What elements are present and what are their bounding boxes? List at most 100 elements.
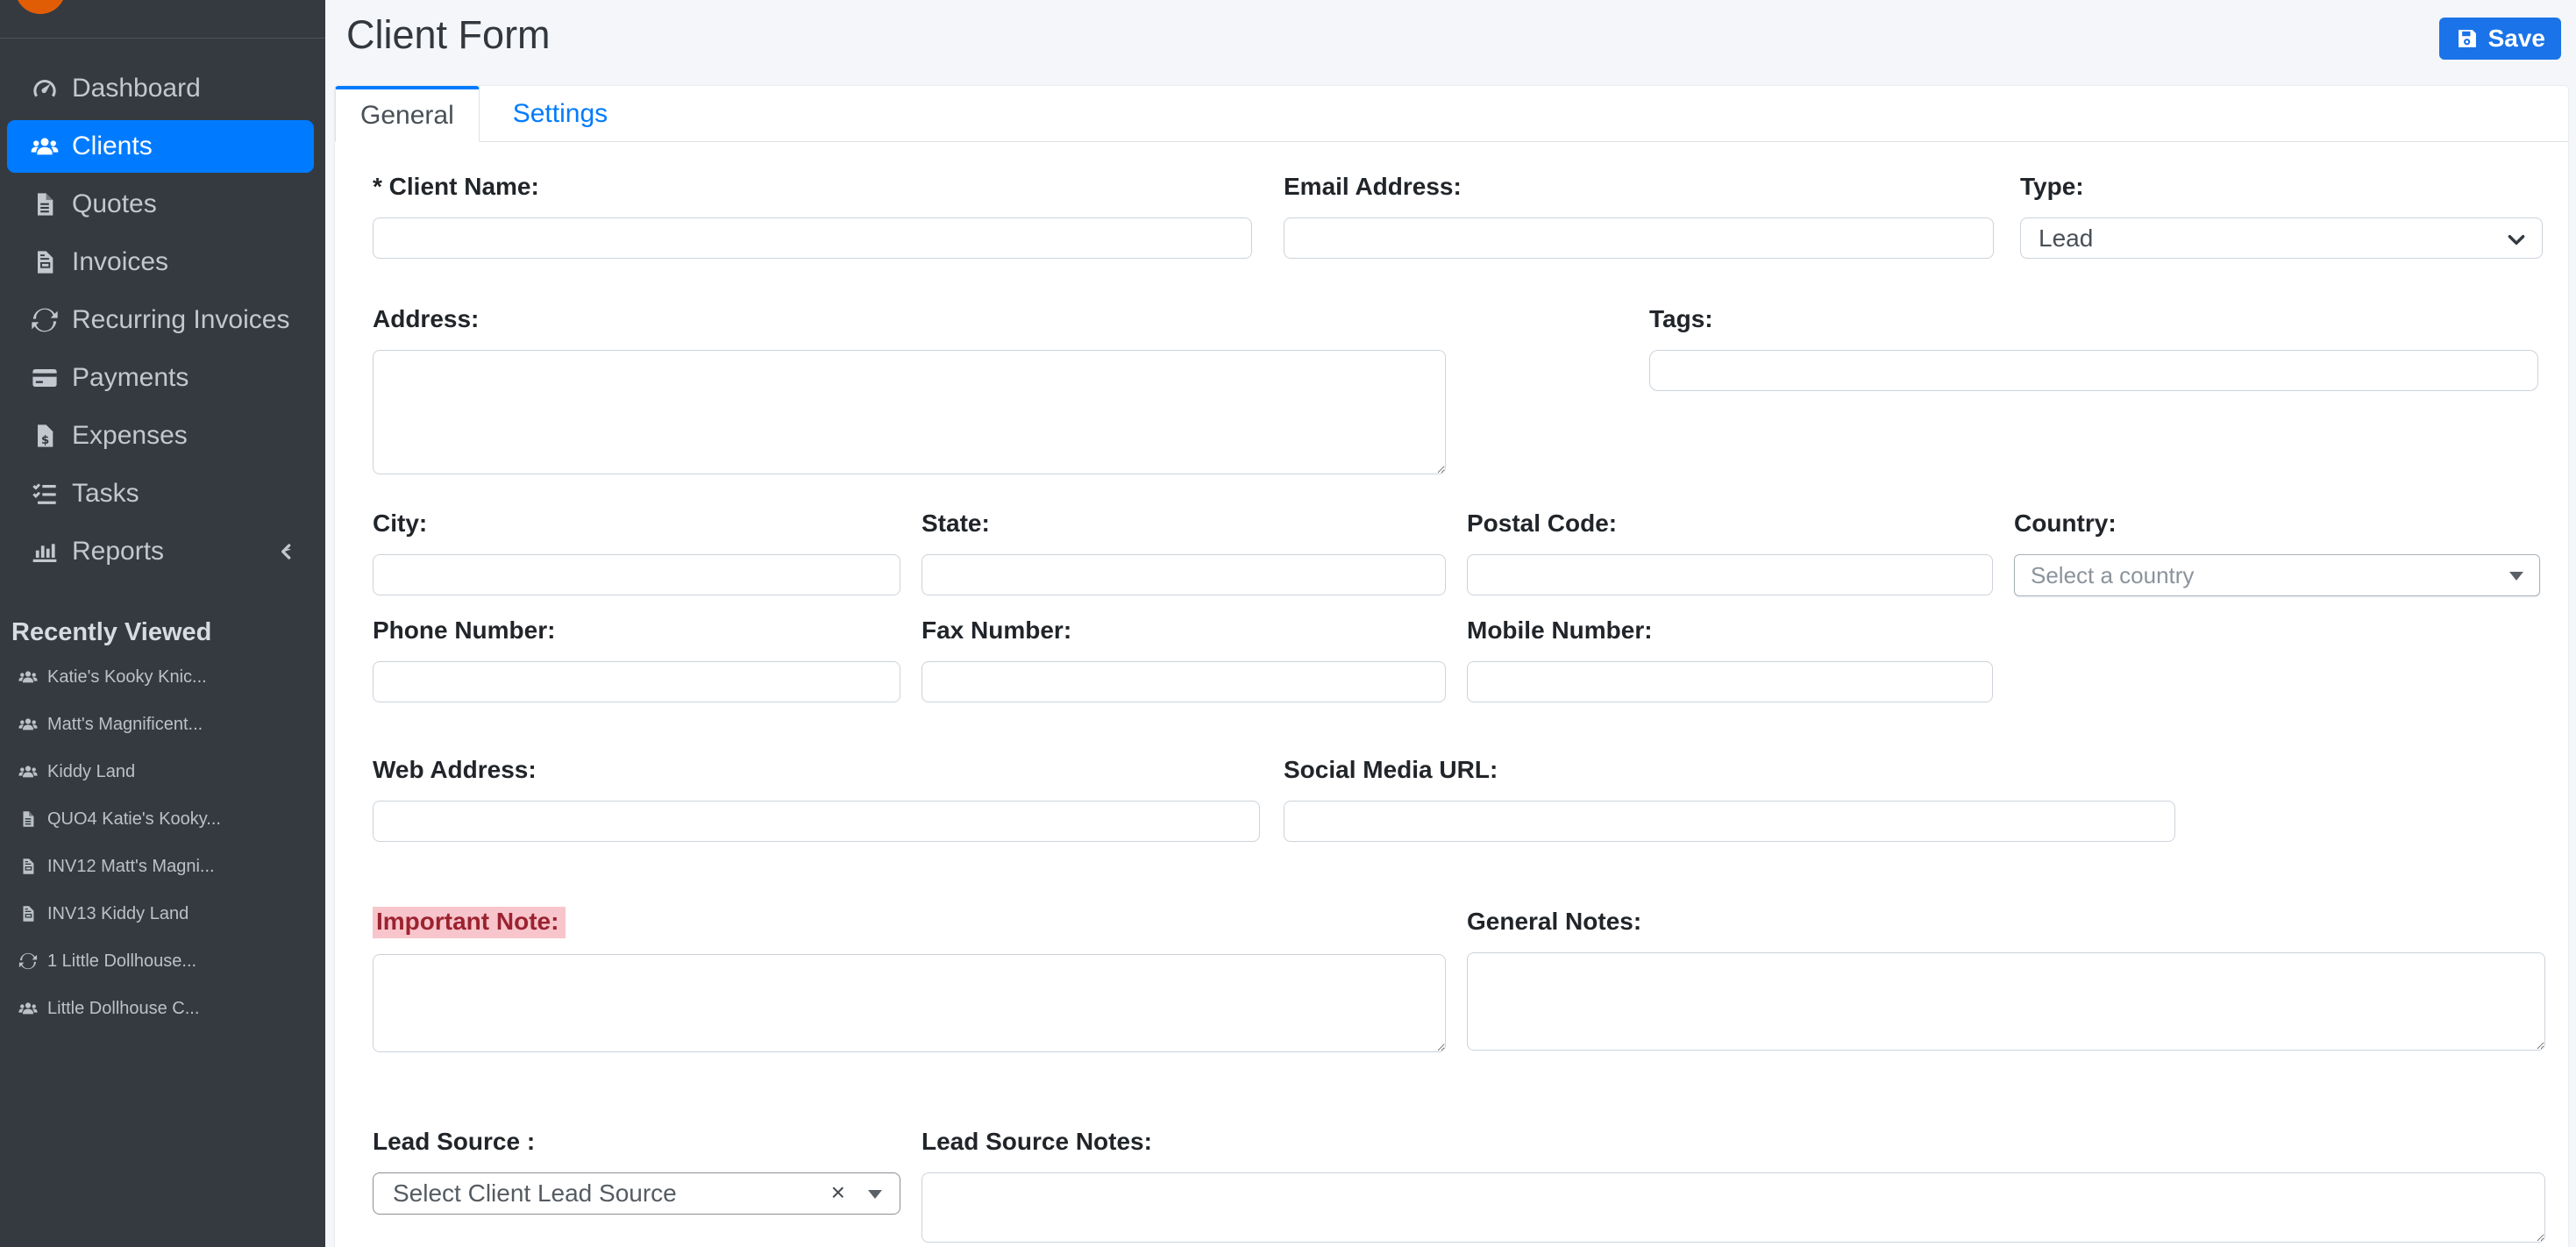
recent-item[interactable]: 1 Little Dollhouse... [0, 944, 325, 979]
recent-item[interactable]: QUO4 Katie's Kooky... [0, 802, 325, 837]
lead-source-notes-textarea[interactable] [922, 1172, 2545, 1243]
recent-item-label: Kiddy Land [47, 762, 136, 781]
tab-general[interactable]: General [335, 86, 480, 142]
mobile-input[interactable] [1467, 661, 1993, 702]
type-select[interactable]: Lead [2020, 217, 2543, 259]
save-button[interactable]: Save [2438, 18, 2561, 60]
recent-item[interactable]: Kiddy Land [0, 754, 325, 789]
clear-icon[interactable]: × [830, 1179, 845, 1206]
sidebar-item-clients[interactable]: Clients [7, 120, 314, 173]
tab-settings[interactable]: Settings [512, 98, 608, 128]
page-title: Client Form [346, 12, 551, 57]
form-row: Web Address: Social Media URL: [373, 755, 2545, 842]
credit-card-icon [30, 363, 60, 393]
sidebar-item-label: Invoices [72, 247, 169, 276]
floppy-icon [2455, 26, 2480, 51]
recent-item-label: Matt's Magnificent... [47, 715, 203, 734]
sidebar-item-reports[interactable]: Reports [7, 525, 314, 578]
fax-input[interactable] [922, 661, 1446, 702]
form-row: Important Note: General Notes: [373, 907, 2545, 1057]
address-label: Address: [373, 305, 480, 332]
city-label: City: [373, 509, 428, 537]
social-media-url-label: Social Media URL: [1284, 756, 1498, 783]
client-form: * Client Name: Email Address: Type: Lead [335, 142, 2568, 1247]
social-media-url-input[interactable] [1284, 801, 2175, 842]
tasks-icon [30, 479, 60, 509]
form-row: * Client Name: Email Address: Type: Lead [373, 172, 2545, 259]
tags-input[interactable] [1649, 350, 2538, 391]
chevron-down-icon [2505, 228, 2528, 257]
page-header: Client Form Save [325, 0, 2576, 86]
client-form-card: General Settings * Client Name: Email Ad… [335, 86, 2568, 1247]
important-note-textarea[interactable] [373, 954, 1446, 1052]
sidebar-item-label: Reports [72, 537, 165, 566]
gauge-icon [30, 74, 60, 103]
recent-item[interactable]: Matt's Magnificent... [0, 707, 325, 742]
main-content: Client Form Save General Settings * Clie… [325, 0, 2576, 1247]
sidebar-item-label: Expenses [72, 421, 188, 450]
recent-item[interactable]: Little Dollhouse C... [0, 991, 325, 1026]
state-input[interactable] [922, 554, 1446, 595]
dropdown-arrow-icon [868, 1190, 882, 1199]
file-icon [18, 809, 39, 830]
sidebar-item-quotes[interactable]: Quotes [7, 178, 314, 231]
sync-icon [18, 951, 39, 972]
fax-label: Fax Number: [922, 616, 1072, 644]
state-label: State: [922, 509, 990, 537]
sidebar-item-label: Recurring Invoices [72, 305, 290, 334]
recently-viewed-list: Katie's Kooky Knic... Matt's Magnificent… [0, 659, 325, 1038]
file-invoice-icon [18, 856, 39, 877]
general-notes-textarea[interactable] [1467, 952, 2545, 1051]
form-row: Phone Number: Fax Number: Mobile Number: [373, 616, 2545, 702]
recent-item-label: INV12 Matt's Magni... [47, 857, 215, 876]
country-select[interactable]: Select a country [2014, 554, 2540, 596]
sidebar-item-payments[interactable]: Payments [7, 352, 314, 404]
sidebar: Dashboard Clients Quotes Invoices Recurr… [0, 0, 325, 1247]
sidebar-brand[interactable] [0, 0, 325, 39]
users-icon [18, 714, 39, 735]
country-select-placeholder: Select a country [2031, 561, 2195, 588]
important-note-label: Important Note: [373, 907, 566, 938]
web-address-input[interactable] [373, 801, 1260, 842]
file-dollar-icon [30, 421, 60, 451]
phone-input[interactable] [373, 661, 900, 702]
lead-source-notes-label: Lead Source Notes: [922, 1128, 1152, 1155]
sidebar-item-invoices[interactable]: Invoices [7, 236, 314, 289]
sidebar-item-tasks[interactable]: Tasks [7, 467, 314, 520]
lead-source-select[interactable]: Select Client Lead Source × [373, 1172, 900, 1215]
type-select-value: Lead [2039, 224, 2094, 252]
recent-item[interactable]: INV12 Matt's Magni... [0, 849, 325, 884]
sidebar-item-recurring-invoices[interactable]: Recurring Invoices [7, 294, 314, 346]
sidebar-item-expenses[interactable]: Expenses [7, 410, 314, 462]
country-label: Country: [2014, 509, 2117, 537]
city-input[interactable] [373, 554, 900, 595]
lead-source-label: Lead Source : [373, 1128, 536, 1155]
sync-icon [30, 305, 60, 335]
recent-item[interactable]: INV13 Kiddy Land [0, 896, 325, 931]
tags-label: Tags: [1649, 305, 1713, 332]
postal-code-input[interactable] [1467, 554, 1993, 595]
client-name-label: * Client Name: [373, 173, 539, 200]
client-name-input[interactable] [373, 217, 1252, 259]
sidebar-nav: Dashboard Clients Quotes Invoices Recurr… [0, 39, 325, 583]
sidebar-item-dashboard[interactable]: Dashboard [7, 62, 314, 115]
email-input[interactable] [1284, 217, 1994, 259]
recent-item-label: INV13 Kiddy Land [47, 904, 189, 923]
postal-code-label: Postal Code: [1467, 509, 1618, 537]
phone-label: Phone Number: [373, 616, 556, 644]
general-notes-label: General Notes: [1467, 908, 1642, 935]
save-button-label: Save [2487, 25, 2545, 52]
recent-item[interactable]: Katie's Kooky Knic... [0, 659, 325, 695]
tab-bar: General Settings [335, 86, 2568, 142]
recent-item-label: Little Dollhouse C... [47, 999, 200, 1018]
type-label: Type: [2020, 173, 2084, 200]
sidebar-item-label: Clients [72, 132, 153, 160]
file-invoice-icon [30, 247, 60, 277]
lead-source-placeholder: Select Client Lead Source [393, 1179, 677, 1207]
web-address-label: Web Address: [373, 756, 537, 783]
sidebar-item-label: Dashboard [72, 74, 201, 103]
form-row: Address: Tags: [373, 304, 2545, 479]
address-textarea[interactable] [373, 350, 1446, 474]
form-row: Lead Source : Select Client Lead Source … [373, 1127, 2545, 1247]
